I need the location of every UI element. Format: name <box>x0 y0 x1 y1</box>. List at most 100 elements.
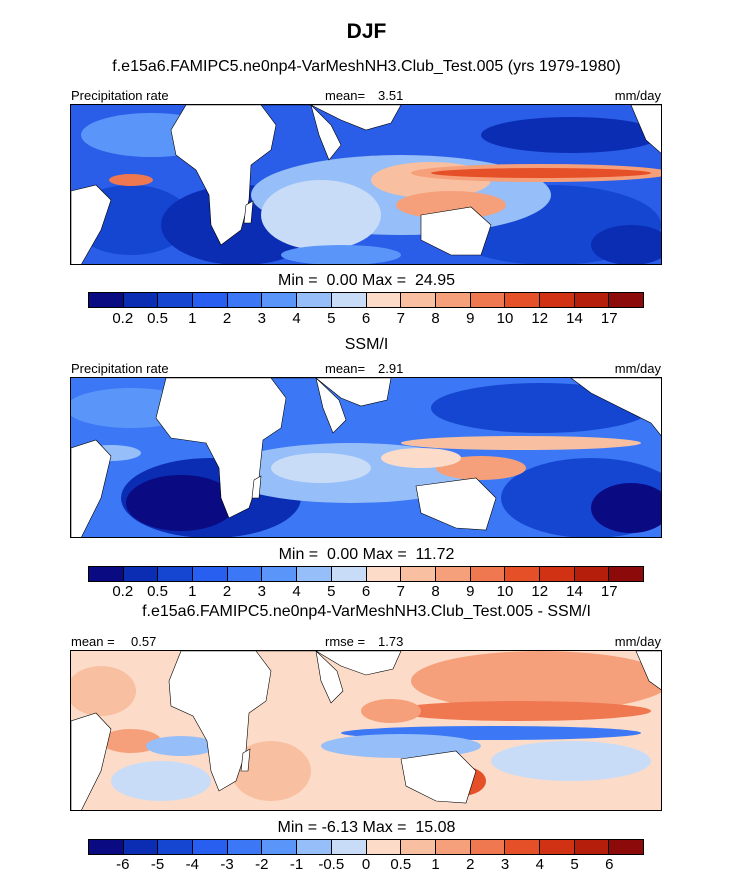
india-landmass <box>315 651 344 704</box>
panel-2-subtitle: SSM/I <box>344 336 389 353</box>
colorbar-box <box>331 567 367 581</box>
panel-1-min-value: 0.00 <box>326 272 358 289</box>
colorbar-box <box>435 840 471 854</box>
colorbar-box <box>366 567 402 581</box>
panel-3-min-label: Min = <box>277 819 318 836</box>
colorbar-tick-label: 12 <box>531 583 549 600</box>
australia-landmass <box>400 750 477 804</box>
colorbar-box <box>401 840 436 854</box>
colorbar-box <box>366 293 402 307</box>
colorbar-box <box>401 567 436 581</box>
colorbar-tick-label: 1 <box>188 583 197 600</box>
panel-1-stat-label: mean= <box>325 88 366 103</box>
colorbar-box <box>123 567 159 581</box>
panel-2-max-label: Max = <box>362 546 407 563</box>
panel-3-max-label: Max = <box>362 819 407 836</box>
colorbar-box <box>574 293 610 307</box>
colorbar-box <box>539 293 575 307</box>
panel-1-subtitle: f.e15a6.FAMIPC5.ne0np4-VarMeshNH3.Club_T… <box>112 58 621 75</box>
panel-3-stat-value: 1.73 <box>378 634 404 649</box>
colorbar-box <box>158 293 194 307</box>
colorbar-tick-label: 6 <box>605 856 614 873</box>
south-america-landmass <box>71 439 112 537</box>
colorbar-box <box>505 840 540 854</box>
colorbar-box <box>297 840 332 854</box>
colorbar-tick-label: -0.5 <box>318 856 345 873</box>
colorbar-tick-label: -3 <box>220 856 234 873</box>
colorbar-tick-label: 14 <box>566 310 583 327</box>
panel-2-stat-label: mean= <box>325 361 366 376</box>
colorbar-box <box>609 840 643 854</box>
colorbar-tick-label: 10 <box>496 310 514 327</box>
india-landmass <box>315 378 347 434</box>
colorbar-box <box>539 567 575 581</box>
colorbar-box <box>470 567 506 581</box>
colorbar-tick-label: 9 <box>466 310 475 327</box>
figure-title: DJF <box>346 20 387 43</box>
colorbar-box <box>574 840 610 854</box>
colorbar-tick-label: 5 <box>327 310 336 327</box>
colorbar-tick-label: 4 <box>535 856 544 873</box>
colorbar-tick-label: 5 <box>570 856 579 873</box>
colorbar-tick-label: 1 <box>431 856 440 873</box>
colorbar-box <box>366 840 402 854</box>
north-america-landmass <box>570 378 661 436</box>
panel-1-units: mm/day <box>614 88 661 103</box>
colorbar-box <box>193 293 228 307</box>
colorbar-tick-label: -2 <box>255 856 269 873</box>
colorbar-box <box>470 293 506 307</box>
colorbar-box <box>331 840 367 854</box>
panel-1-map <box>70 104 662 265</box>
colorbar-tick-label: 4 <box>292 583 301 600</box>
panel-3-colorbar-ticks: -6 -5 -4 -3 -2 -1 -0.5 0 0.5 1 2 3 4 5 6 <box>88 856 644 874</box>
colorbar-box <box>262 840 298 854</box>
colorbar-box <box>435 567 471 581</box>
panel-2-map <box>70 377 662 538</box>
colorbar-tick-label: 0.5 <box>390 856 412 873</box>
colorbar-tick-label: 2 <box>222 583 232 600</box>
colorbar-tick-label: 1 <box>188 310 197 327</box>
colorbar-tick-label: 9 <box>466 583 475 600</box>
panel-2-stat-value: 2.91 <box>378 361 404 376</box>
colorbar-tick-label: 14 <box>566 583 583 600</box>
colorbar-tick-label: -4 <box>185 856 199 873</box>
colorbar-tick-label: 5 <box>327 583 336 600</box>
colorbar-box <box>193 567 228 581</box>
colorbar-tick-label: 7 <box>396 310 405 327</box>
colorbar-box <box>158 840 194 854</box>
panel-2-colorbar <box>88 566 644 582</box>
panel-1-colorbar <box>88 292 644 308</box>
panel-3-minmax: Min = -6.13 Max = 15.08 <box>0 819 733 837</box>
panel-2-max-value: 11.72 <box>415 546 455 563</box>
colorbar-box <box>609 293 643 307</box>
madagascar-landmass <box>240 748 251 772</box>
colorbar-tick-label: 6 <box>361 583 371 600</box>
colorbar-tick-label: 3 <box>257 310 266 327</box>
africa-landmass <box>168 651 272 792</box>
australia-landmass <box>420 206 492 256</box>
colorbar-box <box>539 840 575 854</box>
colorbar-box <box>89 293 124 307</box>
colorbar-tick-label: 10 <box>496 583 514 600</box>
panel-3-left-value: 0.57 <box>131 634 157 649</box>
panel-2-min-label: Min = <box>278 546 319 563</box>
colorbar-box <box>331 293 367 307</box>
north-america-landmass <box>630 105 661 154</box>
south-america-landmass <box>71 184 112 264</box>
colorbar-tick-label: 4 <box>292 310 301 327</box>
colorbar-box <box>89 840 124 854</box>
panel-1-left-label: Precipitation rate <box>71 88 169 103</box>
panel-2-min-value: 0.00 <box>327 546 359 563</box>
colorbar-box <box>89 567 124 581</box>
panel-3-subtitle: f.e15a6.FAMIPC5.ne0np4-VarMeshNH3.Club_T… <box>142 603 591 620</box>
colorbar-box <box>297 293 332 307</box>
colorbar-box <box>193 840 228 854</box>
india-landmass <box>310 105 342 161</box>
africa-landmass <box>170 105 277 246</box>
panel-1-min-label: Min = <box>277 272 318 289</box>
colorbar-tick-label: 0.5 <box>147 583 168 600</box>
colorbar-box <box>435 293 471 307</box>
colorbar-box <box>574 567 610 581</box>
colorbar-box <box>505 293 540 307</box>
australia-landmass <box>415 477 497 531</box>
